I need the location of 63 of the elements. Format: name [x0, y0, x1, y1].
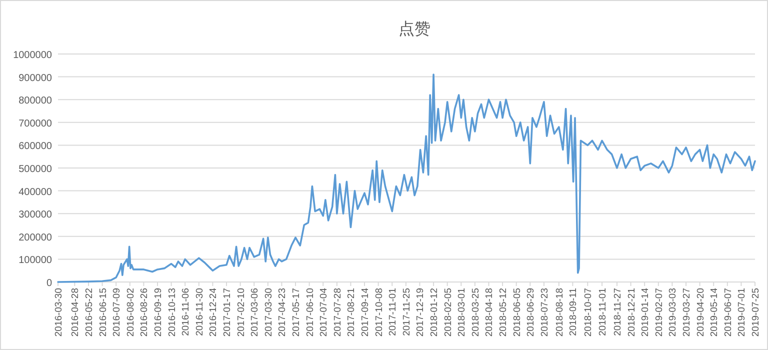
y-tick-label: 0 [46, 278, 52, 289]
y-tick-label: 600000 [18, 141, 52, 152]
x-tick-label: 2018-06-29 [526, 288, 537, 337]
x-tick-label: 2018-04-18 [484, 288, 496, 337]
x-tick-label: 2017-03-06 [250, 288, 261, 337]
x-tick-label: 2017-03-30 [263, 288, 274, 337]
x-tick-label: 2017-11-01 [388, 288, 399, 336]
x-tick-label: 2019-01-14 [640, 288, 652, 337]
x-tick-label: 2016-07-09 [112, 288, 123, 337]
x-tick-label: 2017-07-28 [332, 288, 344, 337]
x-tick-label: 2017-07-04 [318, 288, 330, 337]
x-tick-label: 2017-08-21 [346, 288, 358, 337]
x-tick-label: 2018-11-27 [612, 288, 624, 336]
y-tick-label: 700000 [18, 118, 52, 130]
x-tick-label: 2018-01-12 [429, 288, 440, 337]
x-tick-label: 2016-10-13 [166, 288, 178, 337]
x-tick-label: 2019-07-25 [750, 288, 762, 337]
x-tick-label: 2017-05-17 [291, 288, 302, 337]
x-tick-label: 2016-09-19 [152, 288, 164, 337]
x-tick-label: 2016-08-26 [139, 288, 150, 337]
x-tick-label: 2016-12-24 [208, 288, 220, 337]
x-tick-label: 2017-01-17 [222, 288, 233, 337]
x-tick-label: 2019-03-27 [681, 288, 692, 337]
x-tick-label: 2016-03-30 [54, 288, 64, 337]
chart-title: 点赞 [398, 20, 430, 38]
y-tick-label: 1000000 [13, 50, 52, 61]
x-tick-label: 2017-02-10 [236, 288, 247, 337]
x-tick-label: 2018-08-18 [554, 288, 566, 337]
y-tick-label: 300000 [18, 210, 52, 221]
x-tick-label: 2018-12-21 [626, 288, 638, 337]
x-tick-label: 2016-11-06 [180, 288, 192, 336]
x-tick-label: 2018-06-05 [512, 288, 523, 337]
x-tick-label: 2018-09-11 [568, 288, 580, 336]
x-tick-label: 2018-11-01 [598, 288, 609, 336]
y-tick-label: 100000 [18, 255, 52, 266]
y-tick-label: 900000 [18, 72, 52, 84]
y-tick-label: 800000 [18, 96, 52, 107]
x-tick-label: 2016-11-30 [194, 288, 206, 336]
x-tick-label: 2016-04-28 [70, 288, 82, 337]
x-tick-label: 2018-05-12 [498, 288, 510, 337]
x-tick-label: 2016-08-02 [125, 288, 136, 337]
x-tick-label: 2016-05-22 [84, 288, 95, 337]
x-tick-label: 2018-03-25 [470, 288, 482, 337]
x-tick-label: 2018-10-07 [583, 288, 594, 337]
x-tick-label: 2016-06-15 [98, 288, 109, 337]
x-tick-label: 2017-09-14 [360, 288, 372, 337]
x-tick-label: 2017-04-23 [277, 288, 288, 337]
x-tick-label: 2019-04-20 [695, 288, 706, 337]
x-tick-label: 2017-12-19 [415, 288, 426, 337]
x-tick-label: 2019-02-07 [654, 288, 665, 337]
x-tick-label: 2018-02-05 [442, 288, 454, 337]
y-tick-label: 400000 [18, 186, 52, 198]
x-tick-label: 2017-10-08 [374, 288, 385, 337]
x-tick-label: 2017-11-25 [401, 288, 412, 336]
x-tick-label: 2019-05-14 [709, 288, 720, 337]
x-tick-label: 2018-03-01 [456, 288, 468, 337]
y-tick-label: 500000 [18, 164, 52, 175]
x-tick-label: 2018-07-23 [539, 288, 550, 337]
x-tick-label: 2019-06-07 [722, 288, 734, 337]
y-tick-label: 200000 [18, 232, 52, 244]
x-tick-label: 2019-07-01 [736, 288, 748, 337]
x-tick-label: 2019-03-03 [668, 288, 679, 337]
x-tick-label: 2017-06-10 [304, 288, 316, 337]
